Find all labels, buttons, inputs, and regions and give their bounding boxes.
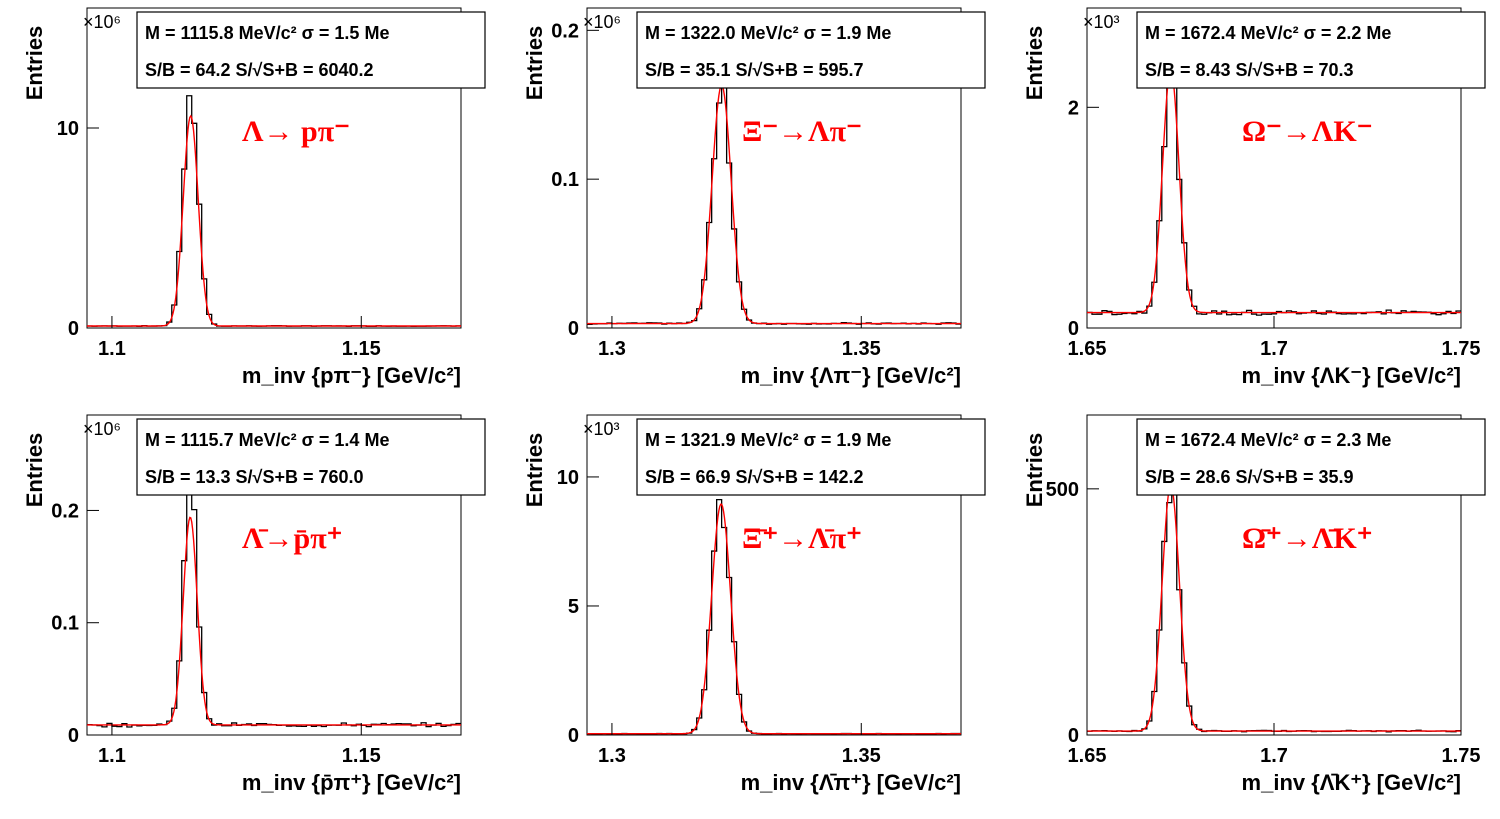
chart-panel-4: 0 0.1 0.2 1.1 1.15 Entries m_inv {p̄π⁺} [GeV/c… <box>22 414 486 795</box>
y-axis-label: Entries <box>522 26 547 101</box>
chart-panel-1: 0 10 1.1 1.15 Entries m_inv {pπ⁻} [GeV/c²] ×10… <box>22 7 486 388</box>
x-tick-label: 1.7 <box>1260 745 1288 767</box>
x-tick-label: 1.65 <box>1068 745 1107 767</box>
chart-panel-5: 0 5 10 1.3 1.35 Entries m_inv {Λ̄π⁺} [GeV/c²] ×… <box>522 414 986 795</box>
y-tick-label: 0 <box>68 725 79 747</box>
stats-line-signal: S/B = 13.3 S/√S+B = 760.0 <box>145 467 364 487</box>
y-scale-factor: ×10⁶ <box>83 419 121 439</box>
x-tick-label: 1.35 <box>842 338 881 360</box>
y-tick-label: 0.2 <box>551 20 579 42</box>
chart-panel-2: 0 0.1 0.2 1.3 1.35 Entries m_inv {Λπ⁻} [GeV/c²… <box>522 7 986 388</box>
stats-line-mass: M = 1115.8 MeV/c² σ = 1.5 Me <box>145 23 389 43</box>
stats-line-signal: S/B = 8.43 S/√S+B = 70.3 <box>1145 60 1354 80</box>
y-tick-label: 0.1 <box>51 613 79 635</box>
x-axis-label: m_inv {Λπ⁻} [GeV/c²] <box>741 363 961 388</box>
stats-line-signal: S/B = 28.6 S/√S+B = 35.9 <box>1145 467 1354 487</box>
decay-label: Ω̄⁺→Λ̄K⁺ <box>1242 522 1373 555</box>
stats-line-signal: S/B = 66.9 S/√S+B = 142.2 <box>645 467 864 487</box>
y-tick-label: 0.2 <box>51 500 79 522</box>
x-tick-label: 1.1 <box>98 745 126 767</box>
y-tick-label: 10 <box>557 467 579 489</box>
stats-box <box>1136 418 1486 496</box>
y-tick-label: 2 <box>1068 97 1079 119</box>
x-tick-label: 1.7 <box>1260 338 1288 360</box>
y-scale-factor: ×10³ <box>1083 12 1120 32</box>
y-axis-label: Entries <box>22 433 47 508</box>
x-tick-label: 1.3 <box>598 745 626 767</box>
y-axis-label: Entries <box>1022 26 1047 101</box>
y-tick-label: 5 <box>568 596 579 618</box>
x-tick-label: 1.15 <box>342 745 381 767</box>
y-tick-label: 0 <box>1068 318 1079 340</box>
fit-curve <box>87 516 461 726</box>
fit-curve <box>587 84 961 325</box>
chart-panel-3: 0 2 1.65 1.7 1.75 Entries m_inv {ΛK⁻} [GeV/c²]… <box>1022 7 1486 388</box>
y-axis-label: Entries <box>22 26 47 101</box>
stats-line-signal: S/B = 35.1 S/√S+B = 595.7 <box>645 60 864 80</box>
x-tick-label: 1.65 <box>1068 338 1107 360</box>
y-tick-label: 0 <box>1068 725 1079 747</box>
y-scale-factor: ×10³ <box>583 419 620 439</box>
fit-curve <box>587 503 961 735</box>
decay-label: Ξ̄⁺→Λ̄π⁺ <box>742 522 862 555</box>
plot-frame <box>86 414 462 736</box>
y-axis-label: Entries <box>1022 433 1047 508</box>
x-axis-label: m_inv {ΛK⁻} [GeV/c²] <box>1242 363 1461 388</box>
plot-frame <box>86 7 462 329</box>
x-tick-label: 1.1 <box>98 338 126 360</box>
x-tick-label: 1.35 <box>842 745 881 767</box>
y-tick-label: 500 <box>1046 479 1079 501</box>
x-axis-label: m_inv {Λ̄π⁺} [GeV/c²] <box>741 770 961 795</box>
plot-frame <box>586 414 962 736</box>
y-tick-label: 0 <box>568 318 579 340</box>
stats-line-mass: M = 1321.9 MeV/c² σ = 1.9 Me <box>645 430 891 450</box>
stats-box <box>636 418 986 496</box>
x-tick-label: 1.75 <box>1442 745 1481 767</box>
stats-box <box>136 11 486 89</box>
decay-label: Λ→ pπ⁻ <box>242 115 350 148</box>
y-tick-label: 0.1 <box>551 169 579 191</box>
x-tick-label: 1.75 <box>1442 338 1481 360</box>
x-axis-label: m_inv {p̄π⁺} [GeV/c²] <box>242 770 461 795</box>
fit-curve <box>1087 69 1461 314</box>
y-scale-factor: ×10⁶ <box>583 12 621 32</box>
stats-line-mass: M = 1672.4 MeV/c² σ = 2.3 Me <box>1145 430 1391 450</box>
decay-label: Ξ⁻→Λπ⁻ <box>742 115 862 148</box>
decay-label: Ω⁻→ΛK⁻ <box>1242 115 1373 148</box>
stats-box <box>636 11 986 89</box>
chart-panel-6: 0 500 1.65 1.7 1.75 Entries m_inv {Λ̄K⁺} [GeV/… <box>1022 414 1486 795</box>
x-tick-label: 1.15 <box>342 338 381 360</box>
stats-box <box>136 418 486 496</box>
stats-line-mass: M = 1115.7 MeV/c² σ = 1.4 Me <box>145 430 389 450</box>
stats-line-signal: S/B = 64.2 S/√S+B = 6040.2 <box>145 60 374 80</box>
decay-label: Λ̄→p̄π⁺ <box>242 522 342 555</box>
y-tick-label: 0 <box>68 318 79 340</box>
stats-box <box>1136 11 1486 89</box>
stats-line-mass: M = 1322.0 MeV/c² σ = 1.9 Me <box>645 23 891 43</box>
histogram-line <box>1087 72 1461 316</box>
y-scale-factor: ×10⁶ <box>83 12 121 32</box>
stats-line-mass: M = 1672.4 MeV/c² σ = 2.2 Me <box>1145 23 1391 43</box>
fit-curve <box>87 114 461 327</box>
x-axis-label: m_inv {Λ̄K⁺} [GeV/c²] <box>1242 770 1461 795</box>
x-tick-label: 1.3 <box>598 338 626 360</box>
x-axis-label: m_inv {pπ⁻} [GeV/c²] <box>242 363 461 388</box>
plot-frame <box>586 7 962 329</box>
y-tick-label: 10 <box>57 118 79 140</box>
y-tick-label: 0 <box>568 725 579 747</box>
y-axis-label: Entries <box>522 433 547 508</box>
